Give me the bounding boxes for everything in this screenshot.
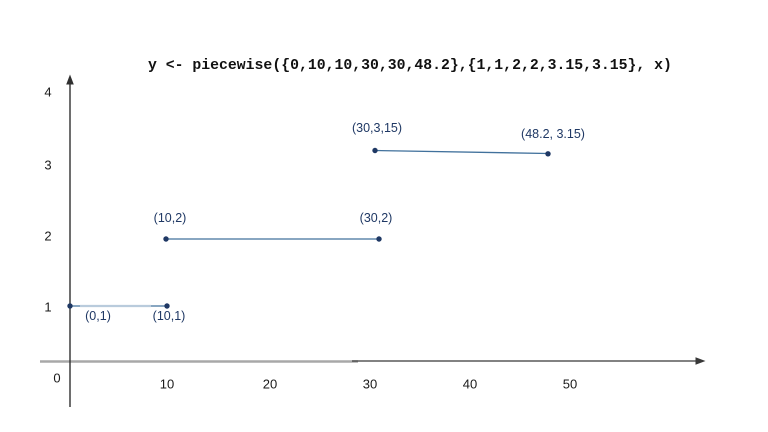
point-dot-30-2 — [376, 236, 382, 242]
origin-tick-0: 0 — [53, 370, 61, 386]
point-label-10-2: (10,2) — [153, 211, 187, 225]
point-dot-482-315 — [545, 151, 551, 157]
segment-3-line — [374, 149, 549, 155]
point-dot-10-1 — [164, 303, 170, 309]
x-tick-40: 40 — [462, 376, 478, 392]
point-label-0-1: (0,1) — [85, 309, 111, 323]
point-label-482-315: (48.2, 3.15) — [521, 127, 585, 141]
chart-title: y <- piecewise({0,10,10,30,30,48.2},{1,1… — [148, 58, 672, 74]
point-label-10-1: (10,1) — [152, 309, 186, 323]
x-tick-20: 20 — [262, 376, 278, 392]
x-tick-10: 10 — [159, 376, 175, 392]
y-axis-arrowhead-icon — [66, 74, 74, 85]
x-tick-50: 50 — [562, 376, 578, 392]
y-tick-1: 1 — [44, 299, 52, 315]
y-tick-4: 4 — [44, 84, 52, 100]
y-tick-3: 3 — [44, 157, 52, 173]
point-label-30-2: (30,2) — [359, 211, 393, 225]
x-tick-30: 30 — [362, 376, 378, 392]
point-label-30-315: (30,3,15) — [351, 121, 403, 135]
point-dot-10-2 — [163, 236, 169, 242]
point-dot-30-315 — [372, 147, 378, 154]
x-axis-arrowhead-icon — [695, 357, 706, 365]
y-tick-2: 2 — [44, 228, 52, 244]
point-dot-0-1 — [67, 303, 73, 309]
